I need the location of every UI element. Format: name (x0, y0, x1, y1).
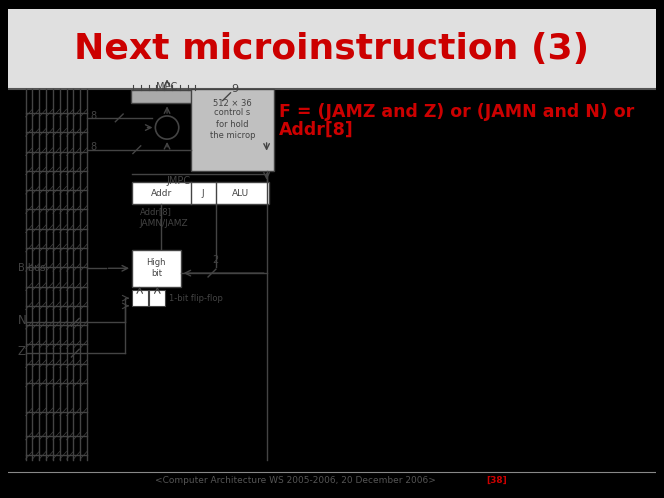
Bar (131, 90, 203, 104)
Bar (132, 250, 181, 286)
Text: Let  Z=1 (or N=1): Let Z=1 (or N=1) (296, 229, 427, 244)
Text: Let JAMZ = 1 (or JAMN = 1): Let JAMZ = 1 (or JAMN = 1) (296, 205, 494, 220)
Text: Addr[8]: Addr[8] (139, 208, 171, 217)
Text: Next microinstruction (3): Next microinstruction (3) (74, 32, 590, 66)
Text: Z: Z (18, 345, 26, 358)
Text: JMPC: JMPC (167, 176, 191, 186)
Text: control s: control s (214, 108, 250, 117)
Text: [38]: [38] (486, 476, 507, 485)
Text: 2: 2 (212, 255, 219, 265)
Text: (for example: if Addr=0x92, MPC = 0x92 +      0x100 = 0x192): (for example: if Addr=0x92, MPC = 0x92 +… (296, 271, 624, 281)
Text: MPC: MPC (157, 82, 178, 92)
Text: J: J (202, 189, 205, 198)
Bar (8, 9, 656, 89)
Text: N: N (18, 314, 27, 327)
Text: 1-bit flip-flop: 1-bit flip-flop (169, 294, 223, 303)
Text: 9: 9 (231, 84, 238, 94)
Text: 512 × 36: 512 × 36 (213, 99, 252, 108)
Text: for hold: for hold (216, 120, 249, 129)
Bar (132, 290, 147, 306)
Text: B bus: B bus (18, 263, 45, 273)
Text: JAMN/JAMZ: JAMN/JAMZ (139, 219, 189, 228)
Text: F = (JAMZ and Z) or (JAMN and N) or: F = (JAMZ and Z) or (JAMN and N) or (280, 104, 635, 122)
Text: Addr: Addr (151, 189, 172, 198)
Text: An example:: An example: (280, 142, 384, 160)
Text: in this case MPC is Addr + 0x100: in this case MPC is Addr + 0x100 (296, 255, 539, 270)
Text: 8: 8 (90, 142, 96, 152)
Text: <Computer Architecture WS 2005-2006, 20 December 2006>: <Computer Architecture WS 2005-2006, 20 … (155, 476, 436, 485)
Bar (149, 290, 165, 306)
Text: same value, 0xFF in either case): same value, 0xFF in either case) (296, 181, 535, 196)
Bar (132, 182, 268, 204)
Text: Addr[8]: Addr[8] (280, 121, 354, 139)
Text: the microp: the microp (210, 131, 255, 140)
Text: ALU: ALU (232, 189, 249, 198)
Bar (191, 89, 274, 171)
Text: 8: 8 (90, 111, 96, 121)
Text: Let Addr <= 0xFF (or we would get the: Let Addr <= 0xFF (or we would get the (296, 164, 582, 179)
Text: Note: 0x100 = 256: Note: 0x100 = 256 (296, 300, 428, 314)
Text: High
bit: High bit (147, 258, 166, 278)
